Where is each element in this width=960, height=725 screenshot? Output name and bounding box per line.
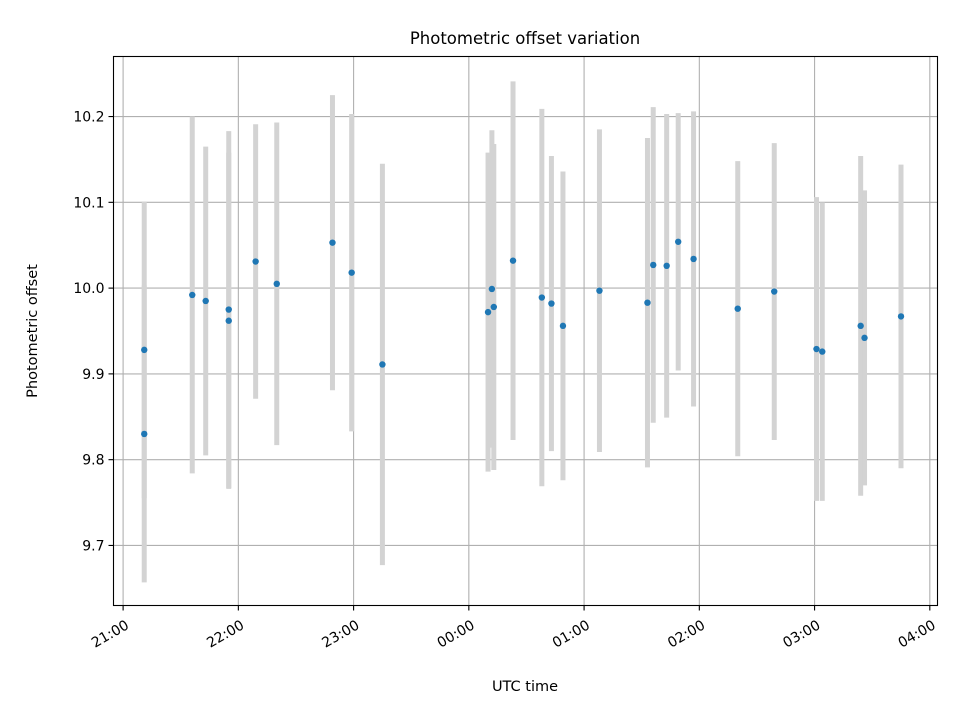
data-point [857,322,864,330]
data-point [538,294,546,301]
y-tick-label: 10.0 [73,281,104,297]
y-tick-label: 9.9 [82,367,104,383]
data-point [644,299,651,306]
plot-frame [112,55,939,607]
data-point [348,269,355,276]
y-tick-label: 9.7 [82,538,104,554]
data-point [252,258,259,265]
data-point [734,305,741,312]
data-point [225,317,232,324]
x-tick-label: 02:00 [665,617,708,651]
data-point [548,300,555,307]
chart-title: Photometric offset variation [410,29,640,48]
error-bars [141,81,904,583]
data-point [509,257,517,264]
y-tick-label: 9.8 [82,453,104,469]
data-point [897,313,905,320]
y-tick-label: 10.2 [73,110,104,126]
data-point [141,430,148,438]
data-point [329,239,336,246]
x-tick-label: 04:00 [896,617,939,651]
data-point [674,238,682,245]
data-point [202,297,209,305]
data-point [141,346,148,354]
grid [113,56,938,606]
data-point [861,334,868,342]
x-tick-label: 23:00 [319,617,362,651]
y-axis-label: Photometric offset [25,264,41,398]
data-point [189,291,196,299]
data-point [596,287,603,294]
data-point [484,308,492,316]
data-point [650,261,657,269]
x-tick-label: 21:00 [89,617,132,651]
data-point [225,306,232,313]
data-point [819,348,826,355]
x-tick-label: 22:00 [204,617,247,651]
x-tick-label: 01:00 [550,617,593,651]
x-axis-label: UTC time [492,679,558,695]
data-point [379,361,386,368]
data-point [813,345,820,353]
y-tick-label: 10.1 [73,195,104,211]
x-tick-label: 00:00 [435,617,478,651]
data-point [663,262,670,270]
x-tick-label: 03:00 [780,617,823,651]
data-point [771,288,778,295]
data-point [690,255,697,263]
data-points [141,238,905,438]
data-point [273,280,280,288]
y-axis-ticks: 9.7 9.8 9.9 10.0 10.1 10.2 [73,110,114,554]
data-point [490,303,498,311]
x-axis-ticks: 21:00 22:00 23:00 00:00 01:00 02:00 03:00 04:00 [89,605,939,651]
data-point [488,285,496,293]
data-point [559,322,567,330]
